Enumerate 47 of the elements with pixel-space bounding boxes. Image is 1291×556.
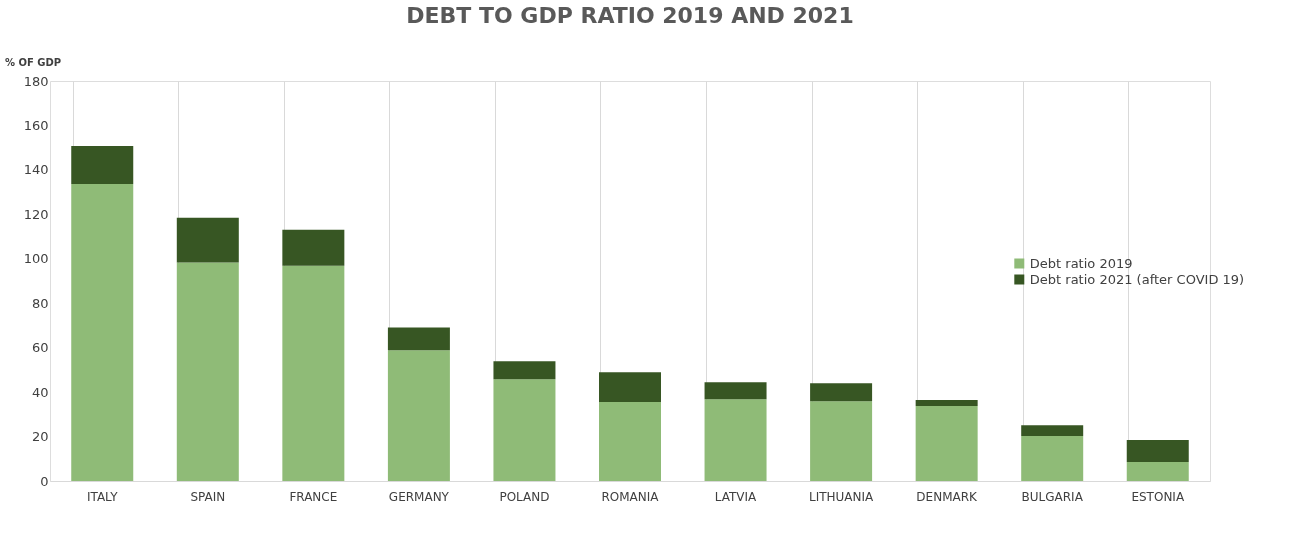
- bar: [176, 262, 239, 481]
- bar: [599, 402, 661, 481]
- legend-label: Debt ratio 2019: [1029, 255, 1133, 271]
- y-tick-label: 40: [31, 384, 49, 400]
- x-tick-label: LATVIA: [714, 489, 758, 504]
- x-tick-label: BULGARIA: [1021, 489, 1084, 504]
- x-tick-label: ESTONIA: [1131, 489, 1185, 504]
- bar: [1126, 462, 1189, 481]
- y-tick-label: 20: [31, 429, 49, 445]
- legend-label: Debt ratio 2021 (after COVID 19): [1029, 271, 1245, 287]
- bar: [915, 400, 978, 407]
- x-tick-label: DENMARK: [916, 489, 979, 504]
- bar: [1021, 436, 1084, 481]
- chart-title: DEBT TO GDP RATIO 2019 AND 2021: [406, 3, 854, 28]
- bar: [704, 399, 767, 481]
- x-tick-label: SPAIN: [190, 489, 226, 504]
- x-tick-label: ITALY: [86, 489, 119, 504]
- y-tick-label: 80: [31, 295, 49, 311]
- bar: [704, 382, 767, 400]
- x-tick-label: GERMANY: [388, 489, 450, 504]
- bar: [282, 265, 345, 481]
- bar: [387, 350, 450, 481]
- bar: [176, 217, 239, 263]
- x-tick-label: FRANCE: [289, 489, 338, 504]
- bar: [915, 406, 978, 481]
- bar: [810, 383, 873, 402]
- bar: [1126, 440, 1189, 463]
- y-axis-title: % OF GDP: [5, 57, 62, 68]
- y-tick-label: 0: [40, 473, 49, 489]
- x-tick-label: LITHUANIA: [808, 489, 875, 504]
- y-tick-label: 120: [23, 206, 49, 222]
- bar: [71, 183, 134, 481]
- y-tick-label: 100: [23, 251, 49, 267]
- y-tick-label: 140: [23, 162, 49, 178]
- bar: [1021, 425, 1084, 437]
- x-tick-label: ROMANIA: [601, 489, 660, 504]
- bar: [599, 372, 661, 403]
- bar: [493, 379, 556, 481]
- bar: [493, 361, 556, 380]
- y-tick-label: 160: [23, 117, 49, 133]
- y-tick-label: 180: [23, 73, 49, 89]
- x-tick-label: POLAND: [499, 489, 550, 504]
- y-tick-label: 60: [31, 340, 49, 356]
- bar: [810, 401, 873, 481]
- bar: [71, 145, 134, 184]
- bar: [282, 229, 345, 266]
- bar: [387, 327, 450, 351]
